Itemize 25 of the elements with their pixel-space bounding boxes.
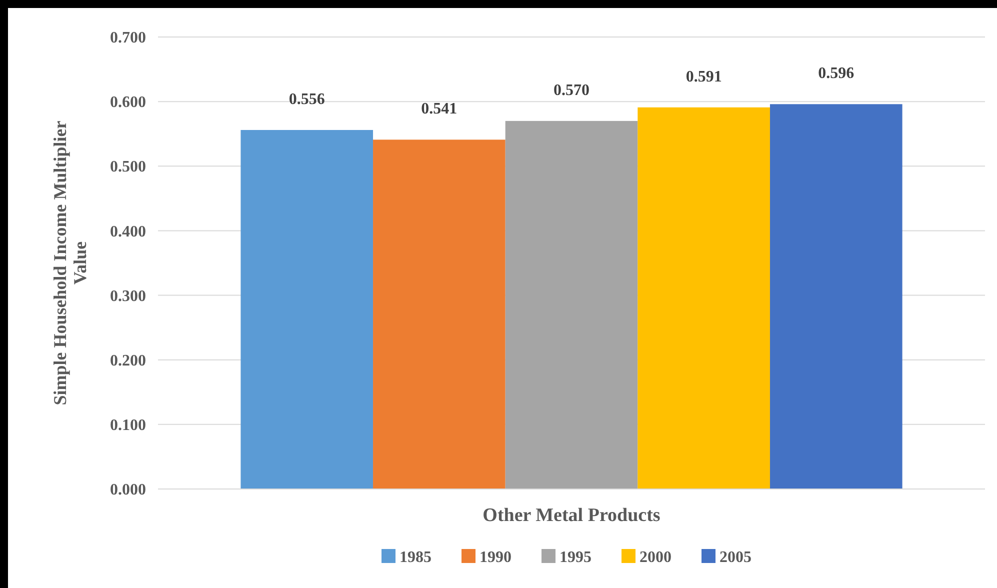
- y-tick-label: 0.600: [110, 94, 146, 112]
- data-label: 0.541: [421, 100, 458, 118]
- data-label: 0.570: [554, 82, 590, 99]
- y-tick-label: 0.700: [110, 30, 146, 47]
- legend-label: 1990: [480, 549, 512, 566]
- y-tick-label: 0.500: [110, 158, 146, 176]
- y-tick-label: 0.200: [110, 352, 146, 370]
- y-tick-label: 0.300: [110, 288, 146, 305]
- y-tick-label: 0.000: [110, 482, 146, 499]
- bar: [770, 104, 902, 489]
- data-label: 0.596: [818, 65, 854, 82]
- bar: [505, 120, 638, 489]
- legend-label: 2005: [720, 549, 752, 566]
- data-label: 0.556: [288, 90, 325, 108]
- bar: [373, 140, 506, 489]
- y-tick-label: 0.400: [110, 223, 146, 240]
- bar: [240, 130, 374, 489]
- legend-label: 1985: [400, 549, 432, 566]
- data-label: 0.591: [686, 68, 722, 86]
- legend-label: 2000: [640, 549, 672, 566]
- x-tick-label: Other Metal Products: [482, 505, 660, 526]
- y-tick-label: 0.100: [110, 417, 146, 434]
- bar: [638, 107, 770, 489]
- legend-label: 1995: [560, 549, 592, 566]
- y-axis-title: Simple Household Income Multiplier Value: [50, 120, 90, 406]
